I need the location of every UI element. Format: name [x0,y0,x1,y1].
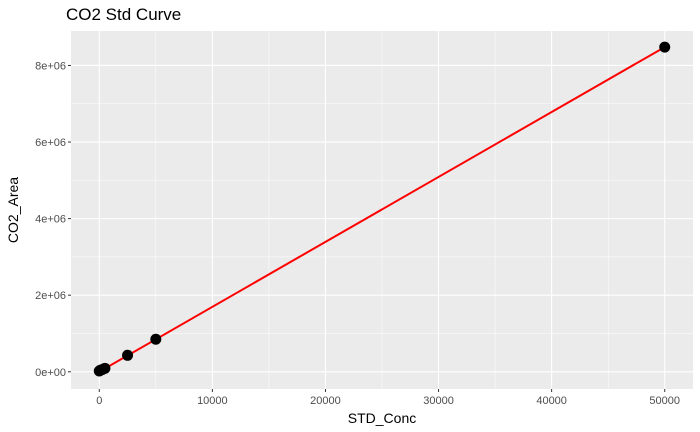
x-tick-label: 20000 [310,395,341,407]
minor-gridlines [71,31,693,389]
y-tick-label: 6e+06 [35,137,66,149]
major-gridlines [71,31,693,389]
chart-title: CO2 Std Curve [66,5,182,24]
fit-line [98,46,666,373]
x-tick-label: 30000 [423,395,454,407]
data-point [150,333,162,345]
y-tick-label: 4e+06 [35,214,66,226]
y-axis: 0e+00 2e+06 4e+06 6e+06 8e+06 [35,60,71,379]
x-tick-label: 50000 [649,395,680,407]
data-point [99,362,111,374]
data-point [122,349,134,361]
x-tick-label: 0 [96,395,102,407]
x-tick-label: 10000 [197,395,228,407]
y-tick-label: 8e+06 [35,60,66,72]
data-point [659,41,671,53]
y-tick-label: 2e+06 [35,290,66,302]
x-axis: 0 10000 20000 30000 40000 50000 [96,389,680,407]
y-axis-title: CO2_Area [5,177,21,243]
y-tick-label: 0e+00 [35,367,66,379]
fit-line-layer [98,46,666,373]
data-points [93,41,671,377]
x-axis-title: STD_Conc [348,410,416,426]
x-tick-label: 40000 [536,395,567,407]
